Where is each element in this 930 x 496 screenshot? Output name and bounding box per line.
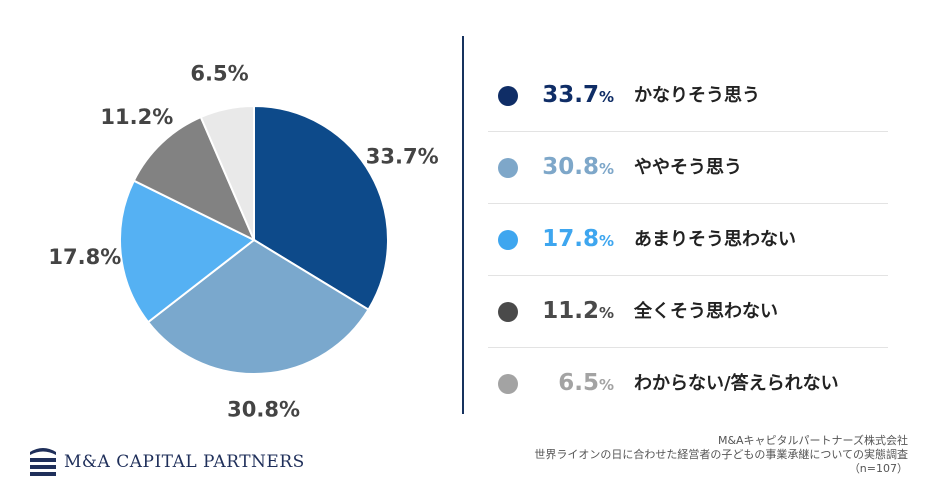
pie-data-label: 30.8% — [227, 398, 300, 422]
legend-dot — [498, 86, 518, 106]
source-survey: 世界ライオンの日に合わせた経営者の子どもの事業承継についての実態調査 — [534, 448, 908, 461]
legend-dot — [498, 302, 518, 322]
legend-label: 全くそう思わない — [634, 301, 778, 322]
legend-percent: 33.7% — [542, 82, 614, 108]
company-logo: M&A CAPITAL PARTNERS — [28, 444, 304, 480]
pie-slice — [253, 104, 389, 312]
legend-item: 11.2% 全くそう思わない — [488, 276, 888, 348]
divider — [462, 36, 464, 414]
legend-percent: 11.2% — [542, 298, 614, 324]
pie-data-label: 33.7% — [366, 145, 439, 169]
legend-dot — [498, 230, 518, 250]
pie-slice — [119, 179, 256, 324]
source-company: M&Aキャピタルパートナーズ株式会社 — [717, 434, 908, 447]
pie-data-label: 17.8% — [48, 245, 121, 269]
legend-label: わからない/答えられない — [634, 373, 839, 394]
pie-slice — [146, 238, 370, 375]
legend-dot — [498, 374, 518, 394]
legend-percent: 17.8% — [542, 226, 614, 252]
source-sample: （n=107） — [848, 462, 908, 475]
legend-label: かなりそう思う — [634, 85, 760, 106]
legend: 33.7% かなりそう思う 30.8% ややそう思う 17.8% あまりそう思わ… — [488, 60, 888, 420]
legend-item: 30.8% ややそう思う — [488, 132, 888, 204]
legend-item: 17.8% あまりそう思わない — [488, 204, 888, 276]
legend-percent: 30.8% — [542, 154, 614, 180]
legend-percent: 6.5% — [558, 370, 614, 396]
source-note: M&Aキャピタルパートナーズ株式会社 世界ライオンの日に合わせた経営者の子どもの… — [534, 434, 908, 476]
pie-slice — [199, 104, 255, 241]
pie-slice — [132, 115, 256, 243]
legend-label: あまりそう思わない — [634, 229, 796, 250]
pie-chart: 33.7% 30.8% 17.8% 11.2% 6.5% — [48, 62, 439, 422]
legend-item: 6.5% わからない/答えられない — [488, 348, 888, 420]
legend-label: ややそう思う — [634, 157, 742, 178]
logo-text: M&A CAPITAL PARTNERS — [64, 452, 305, 472]
pie-data-label: 6.5% — [190, 62, 248, 86]
pie-data-label: 11.2% — [100, 105, 173, 129]
legend-dot — [498, 158, 518, 178]
logo-mark-icon — [30, 448, 56, 476]
legend-item: 33.7% かなりそう思う — [488, 60, 888, 132]
